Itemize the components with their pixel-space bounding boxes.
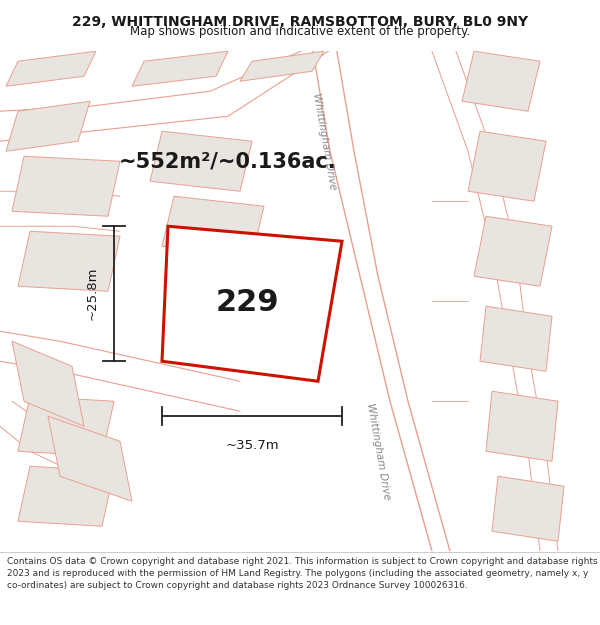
Text: 229: 229 xyxy=(215,288,280,317)
Polygon shape xyxy=(480,306,552,371)
Polygon shape xyxy=(12,341,84,426)
Polygon shape xyxy=(162,226,342,381)
Text: Whittingham Drive: Whittingham Drive xyxy=(365,402,391,501)
Polygon shape xyxy=(48,416,132,501)
Polygon shape xyxy=(6,101,90,151)
Text: ~552m²/~0.136ac.: ~552m²/~0.136ac. xyxy=(119,151,337,171)
Polygon shape xyxy=(18,396,114,456)
Text: Contains OS data © Crown copyright and database right 2021. This information is : Contains OS data © Crown copyright and d… xyxy=(7,557,598,590)
Polygon shape xyxy=(492,476,564,541)
Polygon shape xyxy=(18,466,114,526)
Polygon shape xyxy=(6,51,96,86)
Polygon shape xyxy=(240,51,324,81)
Text: ~25.8m: ~25.8m xyxy=(86,267,99,321)
Text: Whittingham Drive: Whittingham Drive xyxy=(311,92,337,191)
Polygon shape xyxy=(486,391,558,461)
Polygon shape xyxy=(150,131,252,191)
Polygon shape xyxy=(162,196,264,256)
Polygon shape xyxy=(462,51,540,111)
Text: Map shows position and indicative extent of the property.: Map shows position and indicative extent… xyxy=(130,26,470,39)
Text: ~35.7m: ~35.7m xyxy=(225,439,279,452)
Polygon shape xyxy=(18,231,120,291)
Text: 229, WHITTINGHAM DRIVE, RAMSBOTTOM, BURY, BL0 9NY: 229, WHITTINGHAM DRIVE, RAMSBOTTOM, BURY… xyxy=(72,16,528,29)
Polygon shape xyxy=(468,131,546,201)
Polygon shape xyxy=(132,51,228,86)
Polygon shape xyxy=(12,156,120,216)
Polygon shape xyxy=(474,216,552,286)
